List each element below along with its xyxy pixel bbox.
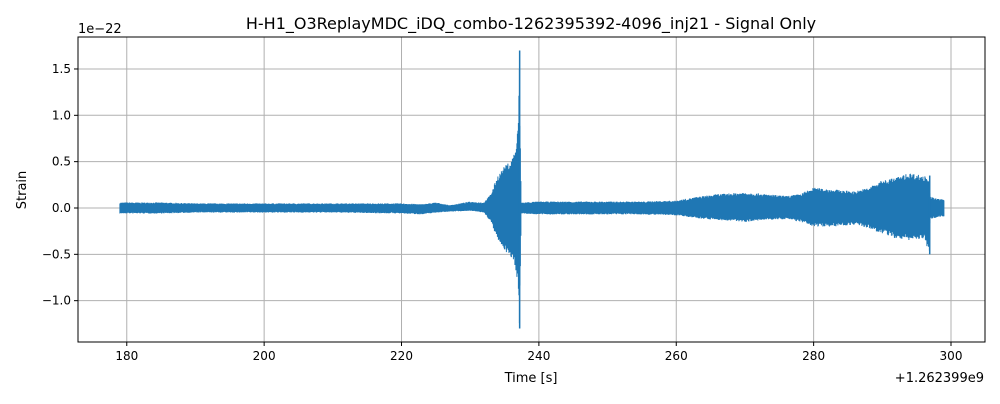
y-tick-label: 1.5: [52, 62, 71, 76]
x-axis-label: Time [s]: [504, 371, 558, 386]
y-tick-label: 0.5: [52, 155, 71, 169]
strain-trace: [119, 68, 945, 324]
x-tick-label: 280: [802, 349, 825, 363]
series-strain: [119, 50, 945, 329]
x-tick-label: 220: [390, 349, 413, 363]
plot-frame: [77, 36, 986, 343]
y-scale-label: 1e−22: [78, 22, 122, 37]
x-tick-label: 180: [115, 349, 138, 363]
y-tick-label: −1.0: [42, 294, 71, 308]
y-tick-label: 1.0: [52, 108, 71, 122]
x-tick-label: 300: [940, 349, 963, 363]
chart-title: H-H1_O3ReplayMDC_iDQ_combo-1262395392-40…: [246, 14, 816, 34]
x-tick-label: 260: [665, 349, 688, 363]
x-offset-label: +1.262399e9: [895, 371, 984, 386]
x-tick-label: 200: [253, 349, 276, 363]
x-tick-label: 240: [527, 349, 550, 363]
y-tick-label: 0.0: [52, 201, 71, 215]
y-axis-label: Strain: [15, 171, 30, 210]
ticks: 180 200 220 240 260 280 300 −1.0 −0.5 0.0 0.5 1.0 1.…: [42, 62, 963, 363]
grid: [78, 37, 985, 342]
y-tick-label: −0.5: [42, 247, 71, 261]
